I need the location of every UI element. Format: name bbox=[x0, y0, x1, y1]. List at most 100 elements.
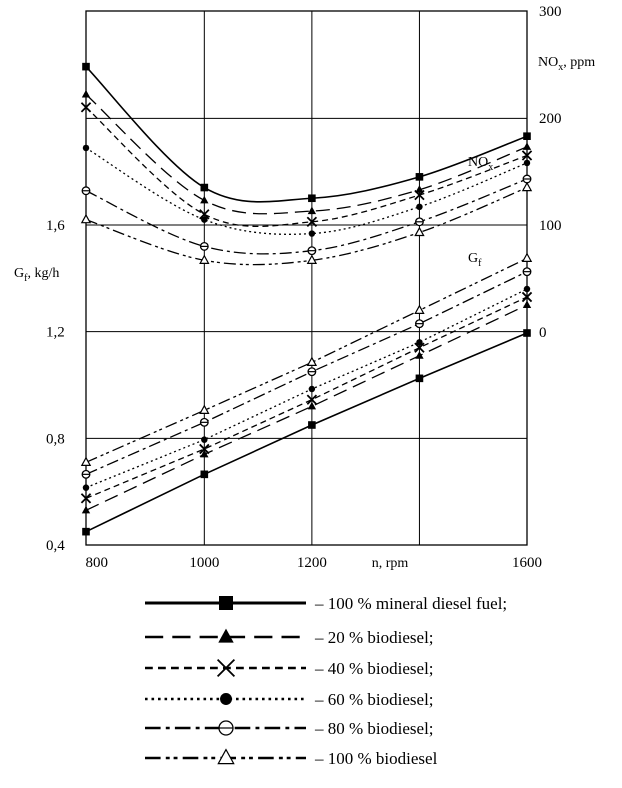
data-point-marker bbox=[200, 470, 209, 479]
gf-line bbox=[85, 257, 528, 463]
legend-label: – 80 % biodiesel; bbox=[314, 719, 434, 738]
data-point-marker bbox=[307, 206, 317, 215]
gf-line bbox=[85, 271, 528, 475]
data-point-marker bbox=[220, 693, 232, 705]
right-axis-label: NOx, ppm bbox=[538, 55, 595, 73]
marker-stroke bbox=[216, 658, 236, 678]
y-left-tick-label: 0,4 bbox=[46, 538, 65, 554]
data-point-marker bbox=[523, 132, 531, 140]
data-point-marker bbox=[82, 527, 90, 536]
y-left-tick-label: 1,2 bbox=[46, 325, 65, 341]
annotation-gf: Gf bbox=[468, 251, 482, 269]
data-point-marker bbox=[201, 216, 208, 223]
marker-stroke bbox=[80, 493, 92, 504]
data-point-marker bbox=[81, 89, 91, 98]
data-point-marker bbox=[219, 596, 233, 610]
series-6 bbox=[80, 181, 533, 466]
legend-item: – 100 % biodiesel bbox=[145, 748, 438, 768]
nox-line bbox=[85, 93, 528, 215]
data-point-marker bbox=[216, 658, 236, 678]
left-axis-label: Gf, kg/h bbox=[14, 266, 59, 284]
x-axis-label: n, rpm bbox=[372, 556, 409, 571]
data-point-marker bbox=[199, 241, 209, 251]
data-point-marker bbox=[414, 319, 424, 329]
data-point-marker bbox=[521, 181, 533, 192]
data-point-marker bbox=[521, 252, 533, 262]
legend-label: – 100 % biodiesel bbox=[314, 749, 438, 768]
gf-line bbox=[85, 296, 528, 499]
gf-line bbox=[85, 332, 528, 533]
gf-line bbox=[85, 288, 528, 489]
data-point-marker bbox=[81, 505, 91, 514]
data-point-marker bbox=[414, 304, 425, 314]
x-tick-label: 1600 bbox=[512, 555, 542, 571]
data-point-marker bbox=[81, 469, 91, 479]
legend-item: – 40 % biodiesel; bbox=[145, 658, 434, 678]
data-point-marker bbox=[201, 436, 208, 443]
data-point-marker bbox=[414, 342, 425, 353]
data-point-marker bbox=[306, 356, 318, 366]
data-point-marker bbox=[199, 209, 210, 220]
marker-stroke bbox=[521, 150, 533, 161]
data-point-marker bbox=[416, 339, 423, 346]
y-left-tick-label: 1,6 bbox=[46, 218, 65, 234]
data-point-marker bbox=[82, 62, 90, 71]
legend-label: – 100 % mineral diesel fuel; bbox=[314, 594, 507, 613]
data-point-marker bbox=[415, 374, 424, 383]
chart-grid bbox=[85, 10, 528, 546]
data-point-marker bbox=[307, 401, 317, 410]
y-right-tick-label: 0 bbox=[539, 325, 547, 341]
series-3 bbox=[80, 102, 533, 504]
legend-item: – 20 % biodiesel; bbox=[145, 628, 434, 647]
marker-stroke bbox=[199, 443, 210, 455]
data-point-marker bbox=[415, 185, 424, 193]
data-point-marker bbox=[523, 329, 531, 337]
x-tick-label: 1200 bbox=[297, 555, 327, 571]
y-right-tick-label: 200 bbox=[539, 111, 562, 127]
data-point-marker bbox=[200, 449, 209, 458]
data-point-marker bbox=[308, 385, 316, 393]
marker-stroke bbox=[414, 342, 425, 353]
chart-series bbox=[80, 62, 533, 536]
data-point-marker bbox=[80, 493, 92, 504]
x-tick-label: 1000 bbox=[189, 555, 219, 571]
data-point-marker bbox=[306, 254, 318, 264]
data-point-marker bbox=[306, 216, 318, 227]
data-point-marker bbox=[306, 394, 318, 405]
data-point-marker bbox=[308, 421, 316, 429]
y-left-tick-label: 0,8 bbox=[46, 431, 65, 447]
data-point-marker bbox=[80, 102, 92, 113]
y-right-tick-label: 100 bbox=[539, 218, 562, 234]
data-point-marker bbox=[81, 186, 91, 196]
data-point-marker bbox=[199, 417, 209, 427]
data-point-marker bbox=[415, 173, 424, 181]
data-point-marker bbox=[416, 203, 423, 211]
data-point-marker bbox=[522, 174, 532, 184]
legend-item: – 100 % mineral diesel fuel; bbox=[145, 594, 507, 613]
series-5 bbox=[81, 174, 532, 479]
gf-line bbox=[85, 304, 528, 511]
x-tick-label: 800 bbox=[86, 555, 109, 571]
legend-label: – 40 % biodiesel; bbox=[314, 659, 434, 678]
legend-label: – 20 % biodiesel; bbox=[314, 628, 434, 647]
data-point-marker bbox=[218, 628, 234, 643]
data-point-marker bbox=[200, 195, 209, 204]
legend: – 100 % mineral diesel fuel; – 20 % biodi… bbox=[145, 594, 507, 768]
data-point-marker bbox=[200, 183, 209, 192]
data-point-marker bbox=[414, 189, 425, 201]
data-point-marker bbox=[308, 194, 316, 203]
nox-line bbox=[85, 106, 528, 228]
data-point-marker bbox=[415, 351, 424, 359]
legend-label: – 60 % biodiesel; bbox=[314, 690, 434, 709]
nox-line bbox=[85, 147, 528, 235]
nox-line bbox=[85, 66, 528, 203]
data-point-marker bbox=[522, 300, 532, 309]
y-right-tick-label: 300 bbox=[539, 4, 562, 20]
data-point-marker bbox=[82, 484, 90, 491]
marker-stroke bbox=[199, 209, 210, 220]
series-2 bbox=[81, 89, 532, 514]
axis-ticks: 800 1000 1200 1600 0,4 0,8 1,2 1,6 0 100 200 300 bbox=[46, 4, 562, 571]
data-point-marker bbox=[523, 285, 531, 293]
data-point-marker bbox=[218, 720, 234, 736]
